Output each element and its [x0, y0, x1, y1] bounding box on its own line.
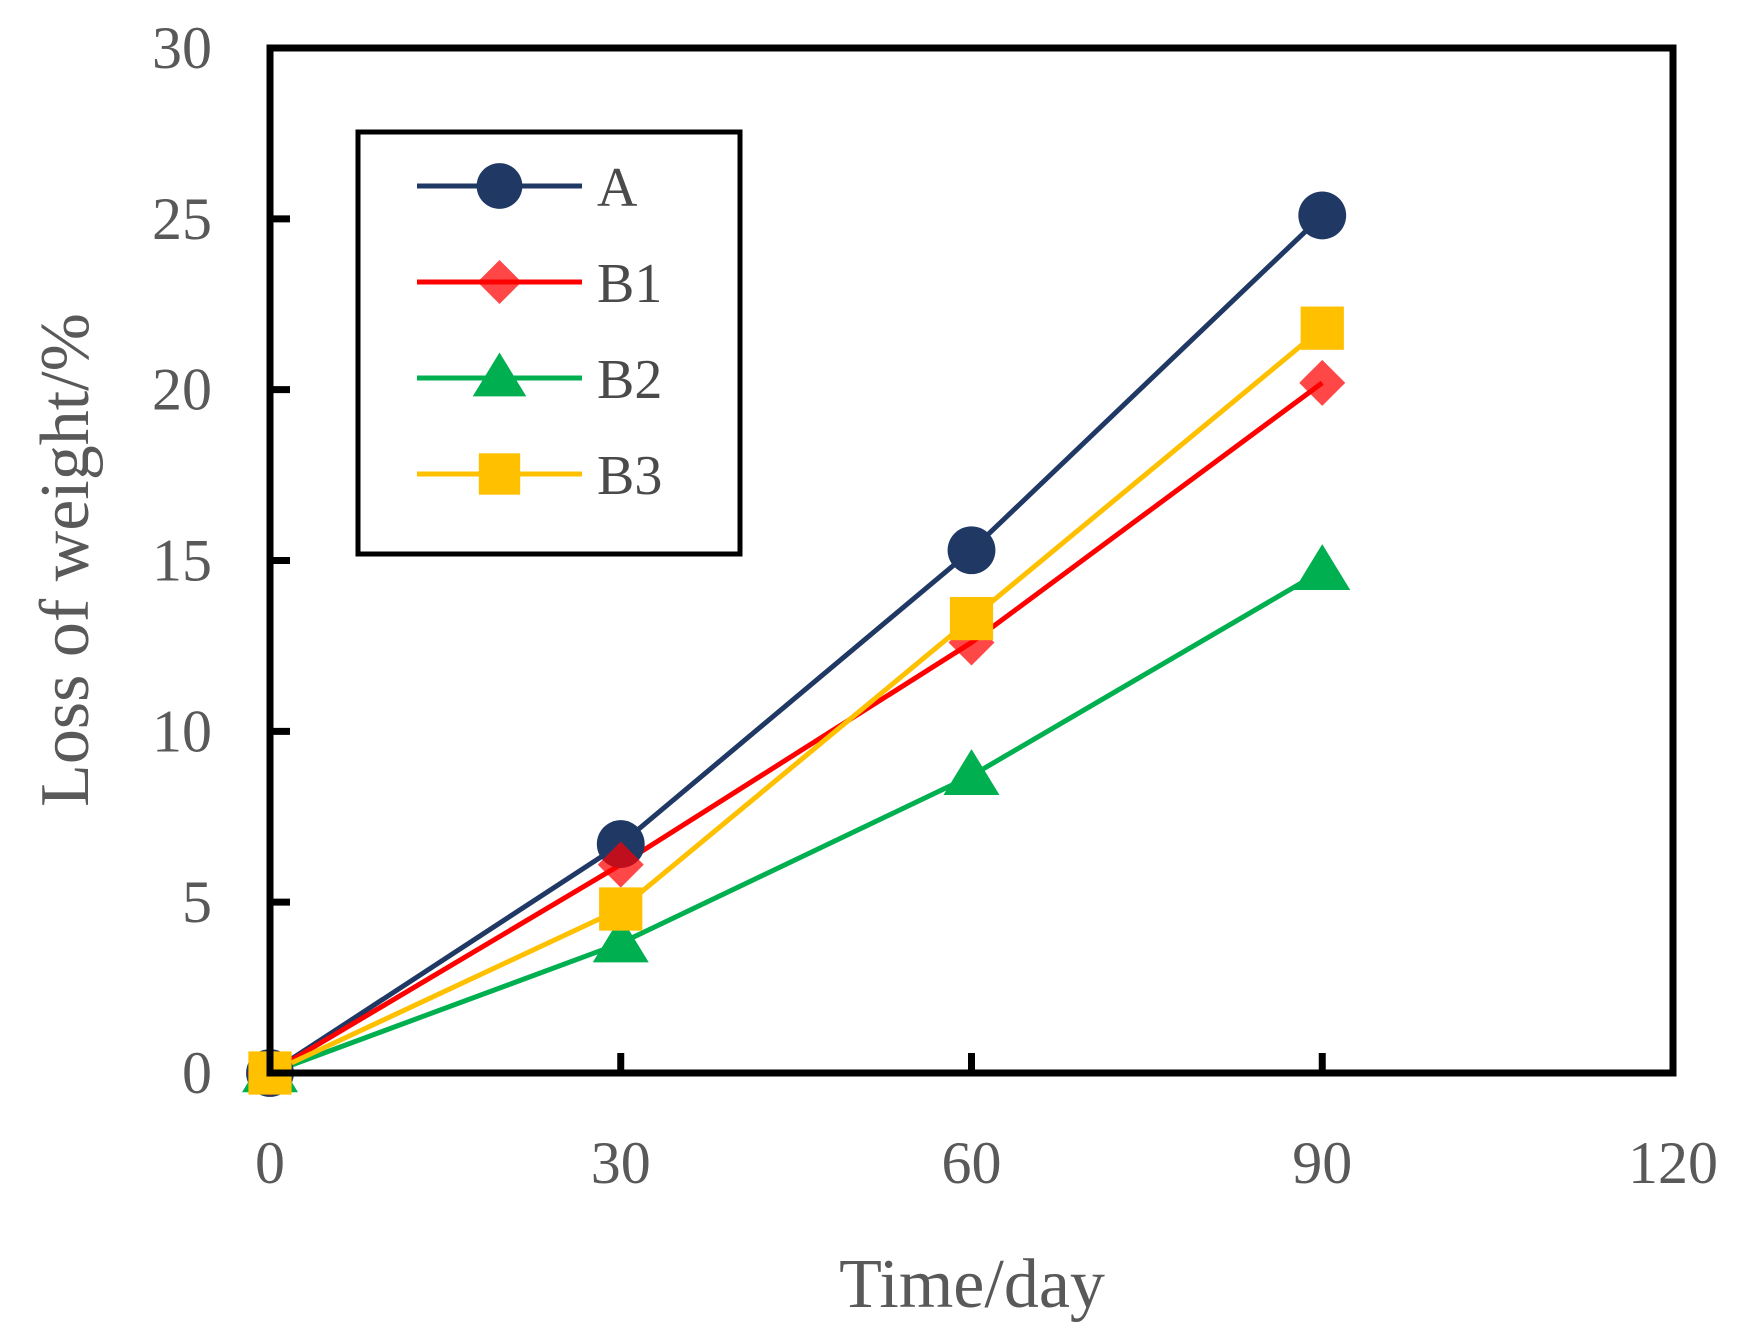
tick-labels: 0 5 10 15 20 25 30 0 30 60 90 120 [152, 15, 1718, 1196]
legend: A B1 B2 B3 [355, 129, 743, 557]
y-tick-label: 10 [152, 698, 212, 764]
data-point-b2 [1294, 544, 1351, 590]
legend-marker-b1 [477, 260, 522, 304]
legend-label-a: A [597, 157, 638, 219]
data-point-b3 [1300, 306, 1344, 350]
data-point-b3 [599, 887, 643, 931]
y-tick-label: 15 [152, 528, 212, 594]
x-tick-label: 60 [942, 1130, 1002, 1196]
legend-label-b1: B1 [597, 253, 662, 315]
y-tick-label: 30 [152, 15, 212, 81]
y-tick-label: 25 [152, 186, 212, 252]
series-line-b3 [268, 326, 1324, 1076]
legend-box [355, 129, 743, 557]
data-point-a [1298, 191, 1347, 240]
x-tick-label: 120 [1628, 1130, 1718, 1196]
series-line-a [268, 213, 1324, 1076]
legend-label-b2: B2 [597, 349, 662, 411]
plot-frame [266, 44, 1677, 1077]
data-point-b2 [592, 916, 649, 963]
legend-marker-a [476, 163, 523, 209]
series-line-b1 [268, 380, 1324, 1076]
series-group [241, 191, 1351, 1097]
series-line-b2 [269, 568, 1324, 1076]
x-tick-label: 0 [255, 1130, 285, 1196]
data-point-b2 [943, 749, 1000, 795]
data-point-b1 [597, 841, 644, 888]
y-tick-label: 0 [182, 1040, 212, 1106]
legend-label-b3: B3 [597, 445, 662, 507]
y-tick-label: 5 [182, 869, 212, 935]
x-axis-title: Time/day [839, 1246, 1105, 1323]
y-axis-title: Loss of weight/% [27, 313, 104, 807]
y-tick-label: 20 [152, 357, 212, 423]
legend-marker-b2 [472, 352, 527, 397]
legend-marker-b3 [478, 453, 521, 495]
x-tick-label: 30 [591, 1130, 651, 1196]
data-point-a [947, 526, 996, 575]
data-point-b1 [1299, 359, 1346, 406]
data-point-b3 [949, 596, 994, 641]
x-tick-label: 90 [1292, 1130, 1352, 1196]
